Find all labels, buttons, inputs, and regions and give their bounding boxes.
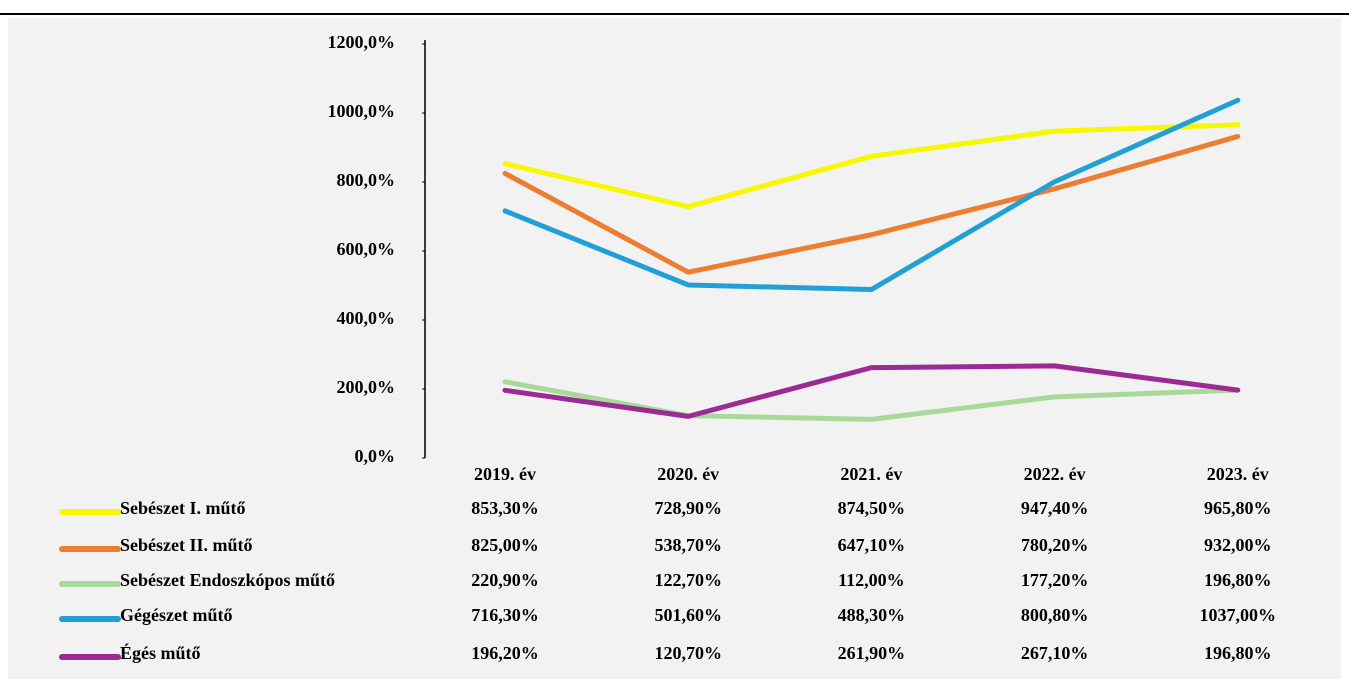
y-tick-label: 800,0%: [337, 170, 396, 190]
y-tick-label: 600,0%: [337, 239, 396, 259]
table-value: 647,10%: [838, 535, 906, 555]
table-value: 488,30%: [838, 605, 906, 625]
table-value: 932,00%: [1204, 535, 1272, 555]
table-value: 965,80%: [1204, 498, 1272, 518]
table-value: 825,00%: [471, 535, 539, 555]
y-tick-label: 1200,0%: [328, 32, 396, 52]
series-line: [502, 363, 1241, 419]
table-value: 196,20%: [471, 643, 539, 663]
table-value: 853,30%: [471, 498, 539, 518]
y-tick-label: 400,0%: [337, 308, 396, 328]
series-line: [502, 379, 1241, 422]
table-value: 112,00%: [838, 570, 905, 590]
table-value: 196,80%: [1204, 570, 1272, 590]
table-value: 120,70%: [654, 643, 722, 663]
table-value: 501,60%: [654, 605, 722, 625]
table-value: 220,90%: [471, 570, 539, 590]
legend-label: Égés műtő: [120, 642, 201, 663]
table-value: 947,40%: [1021, 498, 1089, 518]
table-value: 261,90%: [838, 643, 906, 663]
legend-label: Sebészet II. műtő: [120, 535, 253, 555]
x-tick-label: 2019. év: [474, 464, 536, 484]
table-value: 1037,00%: [1200, 605, 1277, 625]
table-value: 122,70%: [654, 570, 722, 590]
table-value: 800,80%: [1021, 605, 1089, 625]
x-tick-label: 2023. év: [1207, 464, 1269, 484]
table-value: 196,80%: [1204, 643, 1272, 663]
table-value: 780,20%: [1021, 535, 1089, 555]
y-tick-label: 1000,0%: [328, 101, 396, 121]
table-value: 874,50%: [838, 498, 906, 518]
series-line: [502, 133, 1241, 275]
x-tick-label: 2022. év: [1024, 464, 1086, 484]
table-value: 267,10%: [1021, 643, 1089, 663]
legend-label: Sebészet I. műtő: [120, 498, 245, 518]
y-tick-label: 0,0%: [355, 446, 396, 466]
table-value: 728,90%: [654, 498, 722, 518]
table-value: 538,70%: [654, 535, 722, 555]
series-line: [502, 122, 1241, 210]
table-value: 716,30%: [471, 605, 539, 625]
legend-label: Gégészet műtő: [120, 605, 232, 625]
x-tick-label: 2021. év: [840, 464, 902, 484]
series-line: [502, 97, 1241, 293]
x-tick-label: 2020. év: [657, 464, 719, 484]
table-value: 177,20%: [1021, 570, 1089, 590]
legend-label: Sebészet Endoszkópos műtő: [120, 570, 335, 590]
y-tick-label: 200,0%: [337, 377, 396, 397]
